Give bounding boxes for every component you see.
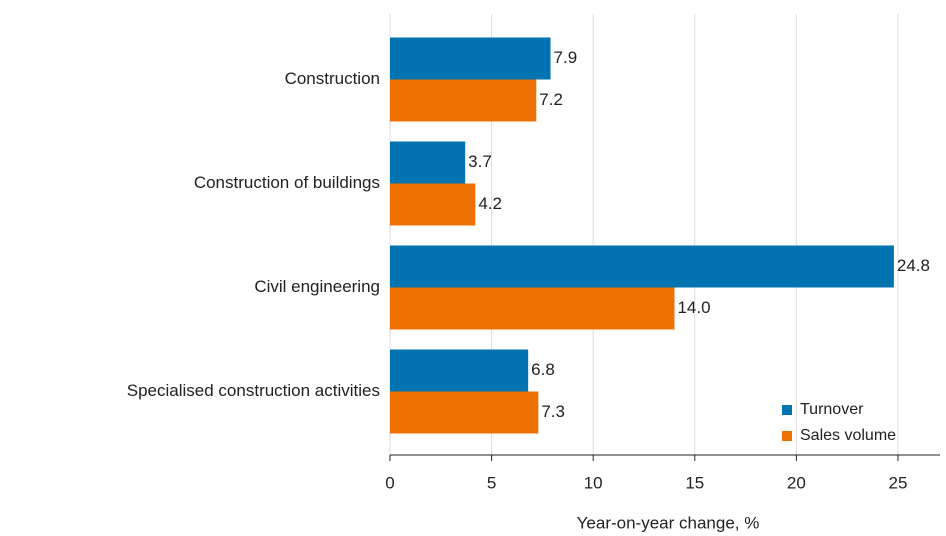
x-tick-label: 15 (685, 473, 704, 492)
value-label: 7.9 (554, 48, 578, 67)
value-label: 4.2 (478, 194, 502, 213)
value-label: 14.0 (677, 298, 710, 317)
legend-label: Sales volume (800, 427, 896, 444)
bar (390, 349, 529, 392)
value-label: 3.7 (468, 152, 492, 171)
x-tick-label: 20 (787, 473, 806, 492)
value-label: 7.3 (541, 402, 565, 421)
value-label: 6.8 (531, 360, 555, 379)
value-label: 7.2 (539, 90, 563, 109)
x-tick-label: 0 (385, 473, 394, 492)
legend-swatch (782, 431, 792, 441)
bar (390, 183, 476, 226)
bar (390, 141, 466, 184)
y-tick-label: Construction (285, 69, 380, 88)
x-tick-label: 25 (889, 473, 908, 492)
legend-label: Turnover (800, 401, 864, 418)
bar (390, 245, 894, 288)
bar (390, 79, 537, 122)
x-axis-title: Year-on-year change, % (577, 513, 760, 532)
y-tick-label: Construction of buildings (194, 173, 380, 192)
bar (390, 37, 551, 80)
y-tick-label: Specialised construction activities (127, 381, 380, 400)
bar (390, 287, 675, 330)
bar (390, 391, 539, 434)
x-tick-label: 5 (487, 473, 496, 492)
x-tick-label: 10 (584, 473, 603, 492)
value-label: 24.8 (897, 256, 930, 275)
y-tick-label: Civil engineering (254, 277, 380, 296)
legend-swatch (782, 405, 792, 415)
